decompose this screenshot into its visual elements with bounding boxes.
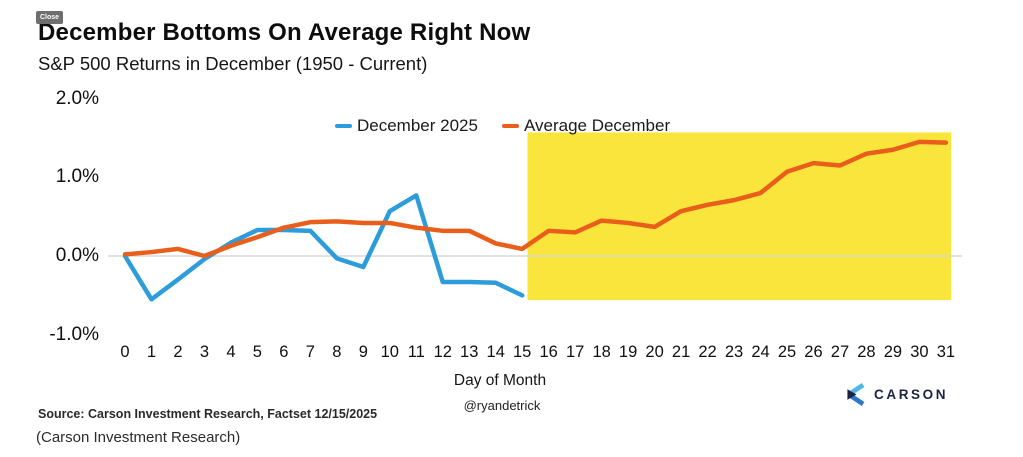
y-axis: 2.0% 1.0% 0.0% -1.0%: [0, 0, 99, 457]
author-handle: @ryandetrick: [463, 398, 541, 413]
legend-line-icon: [335, 124, 352, 128]
x-tick-label: 24: [751, 343, 770, 361]
x-tick-label: 13: [460, 343, 479, 361]
x-axis: 0 1 2 3 4 5 6 7 8 9 10 11 12 13 14 15 16 17 18 19 20 21 22 23 24…: [0, 343, 1023, 365]
image-caption: (Carson Investment Research): [36, 429, 241, 446]
x-tick-label: 2: [173, 343, 183, 361]
y-tick-label: 0.0%: [55, 245, 99, 266]
x-tick-label: 15: [513, 343, 532, 361]
x-tick-label: 11: [407, 343, 425, 361]
x-tick-label: 16: [539, 343, 558, 361]
x-tick-label: 8: [332, 343, 342, 361]
x-tick-label: 18: [592, 343, 611, 361]
x-tick-label: 14: [486, 343, 505, 361]
x-tick-label: 21: [671, 343, 691, 361]
x-tick-label: 31: [936, 343, 956, 361]
x-tick-label: 0: [120, 343, 130, 361]
source-note: Source: Carson Investment Research, Fact…: [38, 407, 378, 421]
carson-logo: CARSON: [846, 383, 948, 406]
x-axis-title: Day of Month: [453, 372, 547, 389]
series-line-december-2025: [122, 193, 525, 302]
legend-line-icon: [501, 124, 519, 128]
series-line-average-december: [122, 139, 949, 259]
legend-label: Average December: [523, 116, 671, 135]
y-tick-label: 2.0%: [55, 87, 99, 109]
carson-logo-icon: [847, 383, 865, 406]
x-tick-label: 28: [857, 343, 876, 361]
x-tick-label: 6: [279, 343, 289, 361]
legend-item: Average December: [501, 116, 671, 136]
x-tick-label: 29: [883, 343, 903, 361]
y-tick-label: -1.0%: [49, 323, 99, 345]
x-tick-label: 20: [645, 343, 664, 361]
x-tick-label: 22: [698, 343, 717, 361]
chart-subtitle: S&P 500 Returns in December (1950 - Curr…: [38, 53, 428, 74]
chart-legend: December 2025 Average December: [335, 116, 670, 136]
x-tick-label: 1: [146, 343, 157, 361]
y-tick-label: 1.0%: [55, 166, 99, 188]
x-tick-label: 26: [804, 343, 823, 361]
carson-logo-text: CARSON: [874, 387, 949, 402]
legend-label: December 2025: [357, 116, 478, 135]
chart-title: December Bottoms On Average Right Now: [38, 19, 531, 46]
x-tick-label: 7: [305, 343, 315, 361]
x-tick-label: 5: [252, 343, 262, 361]
x-tick-label: 30: [910, 343, 929, 361]
close-button[interactable]: Close: [36, 11, 64, 24]
x-tick-label: 10: [380, 343, 399, 361]
x-tick-label: 25: [777, 343, 797, 361]
highlight-region: [527, 132, 952, 301]
x-tick-label: 9: [358, 343, 368, 361]
x-tick-label: 19: [618, 343, 638, 361]
x-tick-label: 27: [830, 343, 850, 361]
x-tick-label: 4: [226, 343, 236, 361]
legend-item: December 2025: [335, 116, 478, 136]
x-tick-label: 17: [565, 343, 585, 361]
x-tick-label: 12: [433, 343, 452, 361]
x-tick-label: 23: [724, 343, 744, 361]
x-tick-label: 3: [199, 343, 210, 361]
